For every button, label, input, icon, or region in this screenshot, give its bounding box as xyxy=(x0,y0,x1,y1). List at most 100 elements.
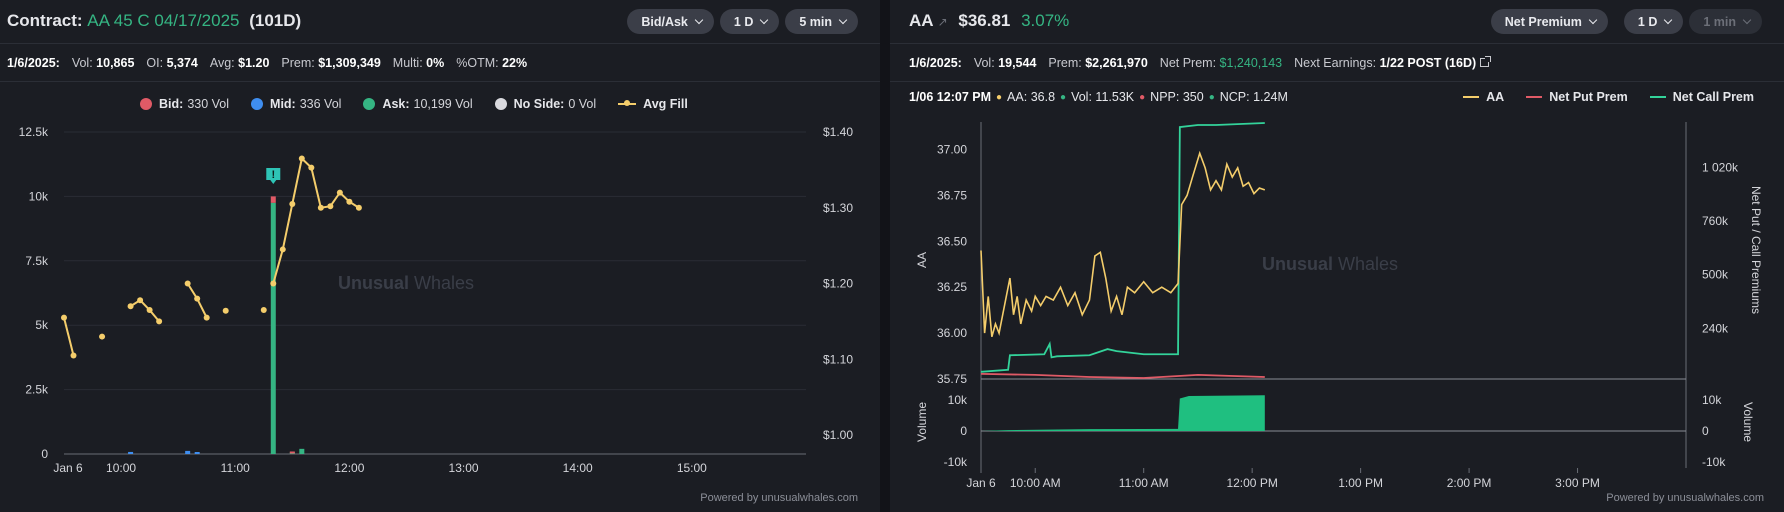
y-left-tick-label: 36.25 xyxy=(937,280,967,294)
bid-dot-icon xyxy=(140,98,152,110)
info-ncp-label: NCP: xyxy=(1219,90,1250,104)
net-put-prem-line xyxy=(980,372,1265,379)
volume-bar-ask xyxy=(270,202,276,454)
y-left-tick-label: 36.50 xyxy=(937,234,967,248)
avg-fill-point xyxy=(137,297,144,304)
contract-stats-bar: 1/6/2025: Vol: 10,865 OI: 5,374 Avg: $1.… xyxy=(0,44,880,82)
legend-mid[interactable]: Mid: 336 Vol xyxy=(251,97,341,111)
vol-left-tick-label: 0 xyxy=(960,424,967,438)
legend-ask[interactable]: Ask: 10,199 Vol xyxy=(363,97,473,111)
external-link-icon[interactable] xyxy=(1480,55,1492,67)
external-arrow-icon[interactable]: ↗ xyxy=(937,15,948,29)
volume-bar-bid xyxy=(270,196,276,203)
vol-right-tick-label: 0 xyxy=(1702,424,1709,438)
legend-aa-label: AA xyxy=(1486,90,1505,104)
legend-noside[interactable]: No Side: 0 Vol xyxy=(494,97,597,111)
y-left-tick-label: 5k xyxy=(35,318,49,332)
volume-bar-bid xyxy=(289,451,295,454)
x-tick-label: 14:00 xyxy=(563,461,593,475)
stat-net-premium-label: Net Prem: xyxy=(1159,55,1217,70)
range-dropdown[interactable]: 1 D xyxy=(1623,9,1684,34)
x-tick-label: 11:00 AM xyxy=(1119,476,1169,490)
y-left-tick-label: 2.5k xyxy=(25,383,49,397)
y-right-tick-label: 240k xyxy=(1702,321,1729,335)
stat-avg: Avg: $1.20 xyxy=(210,56,270,70)
alert-marker-icon xyxy=(266,168,281,184)
left-controls: Bid/Ask 1 D 5 min xyxy=(627,9,858,34)
alert-marker-label: ! xyxy=(271,169,275,181)
interval-label: 5 min xyxy=(799,14,832,29)
interval-dropdown[interactable]: 1 min xyxy=(1689,9,1762,34)
stat-premium-value: $1,309,349 xyxy=(318,55,381,70)
stat-volume-value: 10,865 xyxy=(96,55,135,70)
stat-multi: Multi: 0% xyxy=(393,56,444,70)
stat-next-earnings[interactable]: Next Earnings: 1/22 POST (16D) xyxy=(1294,55,1492,70)
stat-volume-value: 19,544 xyxy=(998,55,1037,70)
ask-dot-icon xyxy=(363,98,376,110)
avg-fill-point xyxy=(194,295,201,302)
legend-mid-label: Mid: xyxy=(270,97,296,111)
avg-fill-point xyxy=(279,246,286,253)
y-right-tick-label: $1.00 xyxy=(823,428,853,442)
metric-dropdown[interactable]: Net Premium xyxy=(1490,9,1608,34)
legend-avg-fill[interactable]: Avg Fill xyxy=(618,97,688,111)
info-npp-label: NPP: xyxy=(1150,90,1180,104)
vol-right-tick-label: -10k xyxy=(1702,455,1726,469)
x-tick-label: 11:00 xyxy=(221,461,250,475)
legend-aa[interactable]: AA xyxy=(1463,90,1504,104)
legend-net-put-prem[interactable]: Net Put Prem xyxy=(1526,90,1628,104)
days-to-expiry: (101D) xyxy=(249,11,302,30)
volume-bar-mid xyxy=(185,450,191,454)
options-contract-panel: Contract: AA 45 C 04/17/2025 (101D) Bid/… xyxy=(0,0,880,512)
ticker-stats-bar: 1/6/2025: Vol: 19,544 Prem: $2,261,970 N… xyxy=(890,44,1784,82)
net-premium-chart[interactable]: 37.00 36.75 36.50 36.25 36.00 35.75 1 020k 760k… xyxy=(890,110,1784,510)
avg-fill-point xyxy=(222,307,229,314)
stat-otm-label: %OTM: xyxy=(456,55,499,70)
info-npp-value: 350 xyxy=(1182,90,1204,104)
range-dropdown[interactable]: 1 D xyxy=(719,9,780,34)
y-left-tick-label: 7.5k xyxy=(25,254,49,268)
stat-premium-label: Prem: xyxy=(281,55,315,70)
y-right-tick-label: $1.20 xyxy=(823,277,853,291)
interval-dropdown[interactable]: 5 min xyxy=(785,9,858,34)
stat-otm: %OTM: 22% xyxy=(456,56,527,70)
stat-earnings-label: Next Earnings: xyxy=(1294,55,1377,70)
vol-left-tick-label: 10k xyxy=(948,393,968,407)
ticker-symbol[interactable]: AA xyxy=(909,11,934,30)
y-left-tick-label: 10k xyxy=(29,189,49,203)
powered-by[interactable]: Powered by unusualwhales.com xyxy=(1606,492,1764,504)
x-tick-label: 3:00 PM xyxy=(1555,476,1600,490)
avg-fill-point xyxy=(127,303,134,310)
ticker-flow-panel: AA ↗ $36.81 3.07% Net Premium 1 D 1 min 1… xyxy=(890,0,1784,512)
volume-avg-fill-chart[interactable]: 12.5k 10k 7.5k 5k 2.5k 0 $1.40 $1.30 $1.20 $1.10 $… xyxy=(0,110,880,510)
contract-symbol[interactable]: AA 45 C 04/17/2025 xyxy=(87,11,240,30)
stat-avg-label: Avg: xyxy=(209,55,235,70)
ticker-change: 3.07% xyxy=(1021,11,1070,30)
info-aa-value: 36.8 xyxy=(1030,90,1056,104)
stat-multi-label: Multi: xyxy=(392,55,423,70)
info-ncp-value: 1.24M xyxy=(1253,90,1288,104)
side-filter-dropdown[interactable]: Bid/Ask xyxy=(627,9,714,34)
range-label: 1 D xyxy=(733,14,754,29)
right-controls: Net Premium 1 D 1 min xyxy=(1490,9,1762,34)
y-left-tick-label: 37.00 xyxy=(937,143,967,157)
series-legend: AA Net Put Prem Net Call Prem xyxy=(1441,90,1754,104)
noside-dot-icon xyxy=(494,98,507,110)
contract-prefix: Contract: xyxy=(7,11,83,30)
stat-premium: Prem: $1,309,349 xyxy=(281,56,380,70)
powered-by[interactable]: Powered by unusualwhales.com xyxy=(700,492,858,504)
x-tick-label: Jan 6 xyxy=(966,476,996,490)
x-tick-label: 12:00 PM xyxy=(1226,476,1277,490)
stat-premium: Prem: $2,261,970 xyxy=(1048,56,1147,70)
x-tick-label: 10:00 xyxy=(106,461,136,475)
legend-noside-value: 0 Vol xyxy=(568,97,597,111)
chevron-down-icon xyxy=(1588,15,1598,25)
legend-net-call-prem[interactable]: Net Call Prem xyxy=(1649,90,1754,104)
volume-bar-mid xyxy=(194,452,200,454)
info-vol-value: 11.53K xyxy=(1095,90,1135,104)
legend-ask-label: Ask: xyxy=(382,97,410,111)
legend-bid[interactable]: Bid: 330 Vol xyxy=(140,97,229,111)
avg-fill-point xyxy=(70,352,77,359)
chevron-down-icon xyxy=(694,15,704,25)
stat-premium-label: Prem: xyxy=(1048,55,1082,70)
